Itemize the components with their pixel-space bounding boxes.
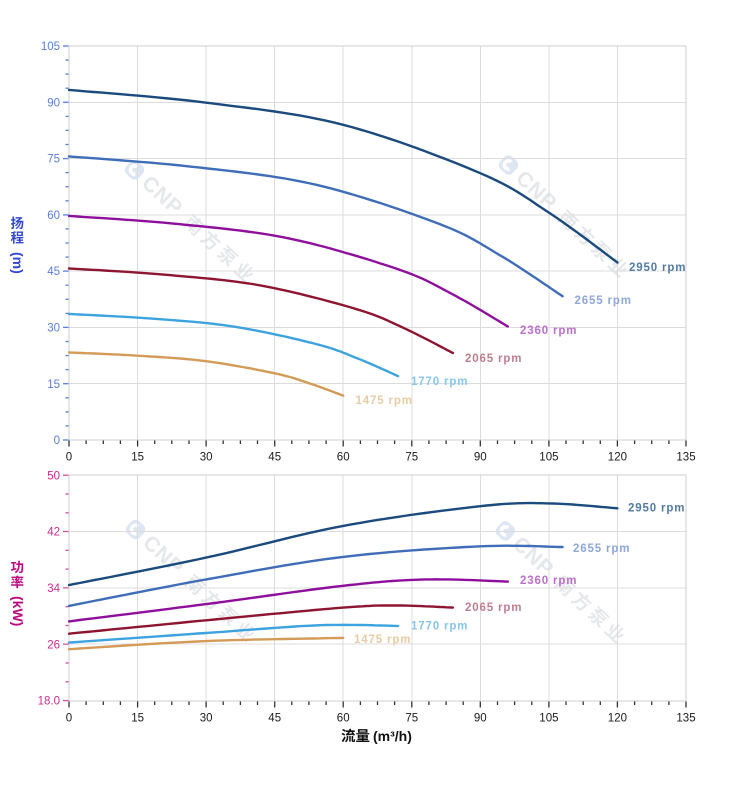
svg-text:0: 0 [54, 435, 60, 447]
svg-text:2950 rpm: 2950 rpm [628, 503, 685, 515]
svg-text:60: 60 [47, 210, 60, 222]
svg-text:2360 rpm: 2360 rpm [520, 575, 577, 587]
svg-text:90: 90 [474, 452, 487, 464]
svg-text:15: 15 [131, 452, 144, 464]
svg-text:1770 rpm: 1770 rpm [411, 376, 468, 388]
svg-text:135: 135 [676, 452, 695, 464]
svg-text:0: 0 [66, 452, 72, 464]
svg-text:(kW): (kW) [10, 596, 26, 626]
svg-text:50: 50 [47, 470, 60, 482]
svg-text:15: 15 [131, 713, 144, 725]
svg-text:105: 105 [41, 41, 60, 53]
svg-text:1475 rpm: 1475 rpm [354, 634, 411, 646]
svg-text:42: 42 [47, 527, 60, 539]
svg-text:105: 105 [539, 452, 558, 464]
svg-text:(m³/h): (m³/h) [373, 728, 412, 744]
svg-text:60: 60 [337, 452, 350, 464]
svg-text:30: 30 [47, 323, 60, 335]
svg-text:1770 rpm: 1770 rpm [411, 621, 468, 633]
svg-text:15: 15 [47, 379, 60, 391]
svg-text:45: 45 [268, 713, 281, 725]
svg-text:2950 rpm: 2950 rpm [629, 262, 686, 274]
svg-text:90: 90 [47, 97, 60, 109]
svg-text:18.0: 18.0 [38, 696, 60, 708]
svg-text:30: 30 [200, 452, 213, 464]
svg-text:0: 0 [66, 713, 72, 725]
svg-text:(m): (m) [10, 252, 26, 274]
svg-text:45: 45 [47, 266, 60, 278]
svg-text:75: 75 [47, 154, 60, 166]
svg-text:1475 rpm: 1475 rpm [356, 395, 413, 407]
svg-text:26: 26 [47, 639, 60, 651]
svg-text:2065 rpm: 2065 rpm [465, 602, 522, 614]
svg-text:90: 90 [474, 713, 487, 725]
svg-text:60: 60 [337, 713, 350, 725]
svg-text:34: 34 [47, 583, 60, 595]
svg-text:135: 135 [676, 713, 695, 725]
svg-text:30: 30 [200, 713, 213, 725]
svg-text:105: 105 [539, 713, 558, 725]
svg-text:2065 rpm: 2065 rpm [465, 353, 522, 365]
svg-text:45: 45 [268, 452, 281, 464]
svg-text:75: 75 [405, 713, 418, 725]
svg-text:75: 75 [405, 452, 418, 464]
svg-text:2360 rpm: 2360 rpm [520, 325, 577, 337]
svg-text:120: 120 [608, 452, 627, 464]
svg-text:120: 120 [608, 713, 627, 725]
svg-text:2655 rpm: 2655 rpm [575, 295, 632, 307]
svg-text:2655 rpm: 2655 rpm [573, 543, 630, 555]
